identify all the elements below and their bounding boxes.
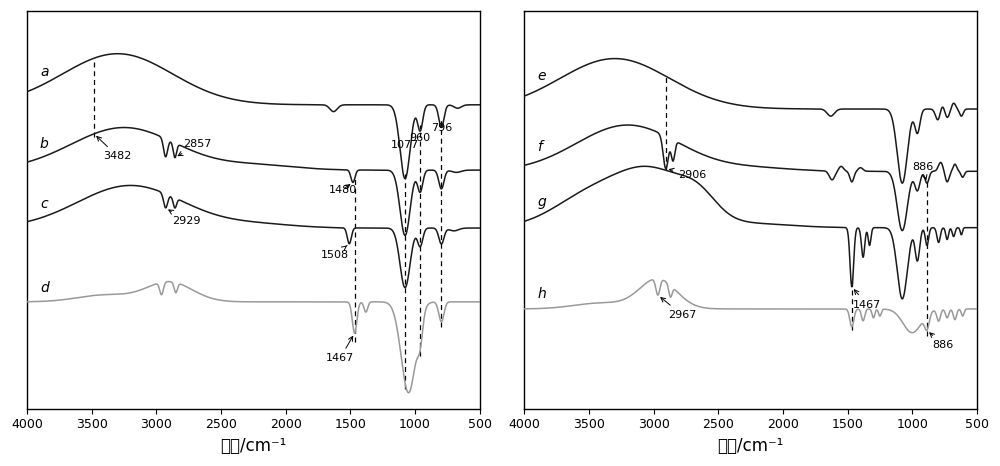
Text: 796: 796 — [431, 123, 452, 133]
Text: h: h — [537, 288, 546, 302]
Text: 1508: 1508 — [321, 246, 349, 260]
Text: a: a — [40, 65, 48, 79]
Text: e: e — [537, 69, 546, 83]
Text: 2929: 2929 — [169, 210, 200, 226]
Text: 886: 886 — [930, 333, 954, 350]
X-axis label: 波数/cm⁻¹: 波数/cm⁻¹ — [220, 437, 287, 455]
Text: g: g — [537, 195, 546, 209]
Text: 3482: 3482 — [97, 137, 132, 161]
Text: 2967: 2967 — [661, 298, 696, 320]
Text: 2857: 2857 — [178, 139, 212, 156]
Text: 1467: 1467 — [853, 290, 881, 309]
Text: 960: 960 — [410, 133, 431, 143]
Text: 886: 886 — [912, 162, 933, 179]
Text: 2906: 2906 — [670, 168, 707, 179]
X-axis label: 波数/cm⁻¹: 波数/cm⁻¹ — [717, 437, 784, 455]
Text: b: b — [40, 137, 49, 151]
Text: f: f — [537, 140, 542, 154]
Text: 1480: 1480 — [328, 185, 357, 195]
Text: c: c — [40, 197, 48, 211]
Text: d: d — [40, 281, 49, 295]
Text: 1077: 1077 — [391, 140, 419, 150]
Text: 1467: 1467 — [326, 336, 354, 363]
